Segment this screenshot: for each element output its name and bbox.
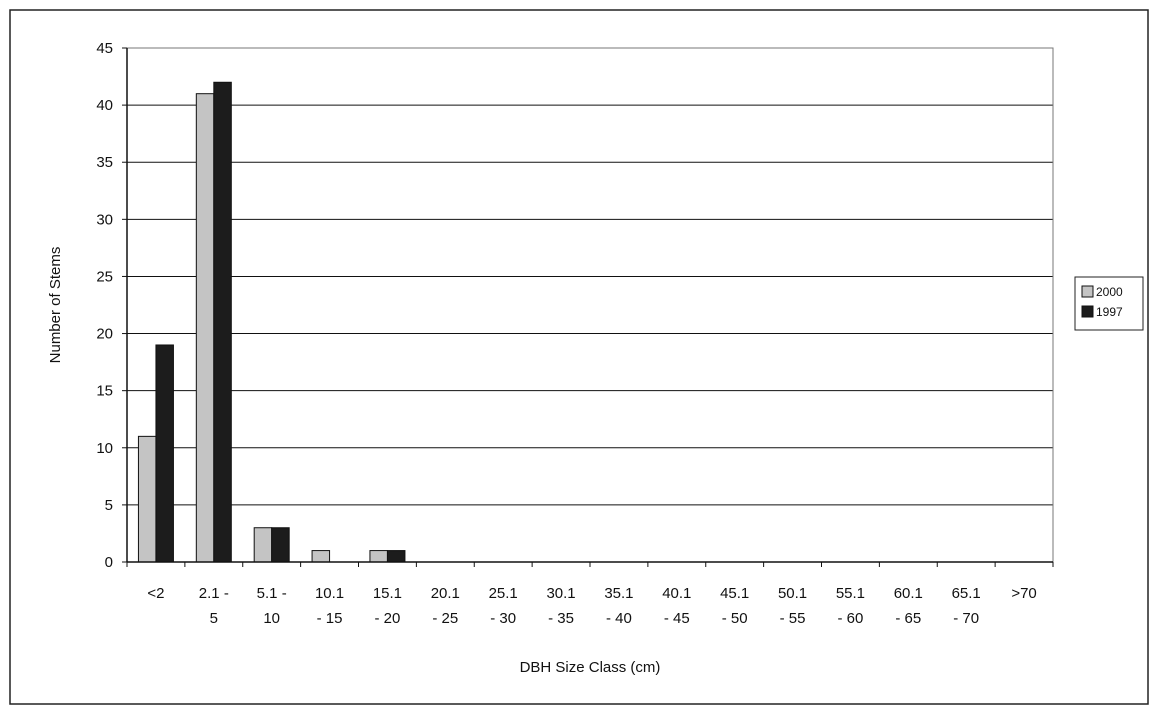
x-tick-label: 45.1	[720, 585, 749, 602]
x-tick-label: - 55	[780, 610, 806, 627]
x-tick-label: 15.1	[373, 585, 402, 602]
bar-2000-3	[311, 550, 331, 563]
bar-2000-4	[369, 550, 388, 563]
bar-1997-0	[155, 344, 174, 563]
x-tick-label: - 25	[432, 610, 458, 627]
y-tick-label: 5	[105, 497, 113, 514]
x-tick-label: 5.1 -	[257, 585, 287, 602]
bar-1997-2	[271, 527, 290, 563]
x-tick-label: - 70	[953, 610, 979, 627]
y-tick-label: 35	[96, 154, 113, 171]
x-tick-label: - 20	[375, 610, 401, 627]
x-tick-label: - 65	[895, 610, 921, 627]
x-tick-label: 10.1	[315, 585, 344, 602]
axis-layer	[126, 48, 1054, 567]
legend: 2000 1997	[1074, 276, 1144, 331]
x-tick-label: 30.1	[546, 585, 575, 602]
x-tick-label: 65.1	[952, 585, 981, 602]
y-tick-label: 15	[96, 383, 113, 400]
x-tick-label: - 60	[838, 610, 864, 627]
x-tick-label: 20.1	[431, 585, 460, 602]
x-tick-label: 35.1	[604, 585, 633, 602]
x-tick-label: 50.1	[778, 585, 807, 602]
y-tick-label: 30	[96, 211, 113, 228]
legend-label-2000: 2000	[1096, 285, 1123, 299]
bar-2000-1	[195, 93, 215, 563]
legend-swatch-1997	[1081, 305, 1094, 318]
y-tick-label: 10	[96, 440, 113, 457]
x-tick-label: 10	[263, 610, 280, 627]
x-tick-labels: <2 2.1 - 5 5.1 - 10 10.1 - 15 15.1 - 20 20.1 - 25 2…	[147, 585, 1036, 627]
x-tick-label: 25.1	[489, 585, 518, 602]
x-tick-label: <2	[147, 585, 164, 602]
y-tick-label: 45	[96, 40, 113, 57]
legend-label-1997: 1997	[1096, 305, 1123, 319]
x-tick-label: - 30	[490, 610, 516, 627]
x-axis-title: DBH Size Class (cm)	[520, 659, 661, 676]
y-tick-label: 20	[96, 326, 113, 343]
y-tick-label: 0	[105, 554, 113, 571]
x-tick-label: - 35	[548, 610, 574, 627]
x-tick-label: - 40	[606, 610, 632, 627]
bar-2000-2	[253, 527, 273, 563]
y-tick-label: 25	[96, 268, 113, 285]
x-tick-label: - 50	[722, 610, 748, 627]
y-axis-title: Number of Stems	[47, 247, 64, 364]
x-tick-label: 5	[210, 610, 218, 627]
y-tick-label: 40	[96, 97, 113, 114]
bar-2000-0	[137, 435, 157, 563]
x-tick-label: 40.1	[662, 585, 691, 602]
x-tick-label: 60.1	[894, 585, 923, 602]
x-tick-label: 2.1 -	[199, 585, 229, 602]
x-tick-label: 55.1	[836, 585, 865, 602]
bar-1997-4	[386, 550, 406, 563]
bar-1997-1	[213, 81, 232, 563]
legend-swatch-2000	[1081, 285, 1094, 298]
x-tick-label: - 15	[317, 610, 343, 627]
y-tick-labels: 0 5 10 15 20 25 30 35 40 45	[96, 40, 127, 571]
x-tick-label: >70	[1011, 585, 1036, 602]
x-tick-label: - 45	[664, 610, 690, 627]
bars-layer	[137, 81, 406, 563]
